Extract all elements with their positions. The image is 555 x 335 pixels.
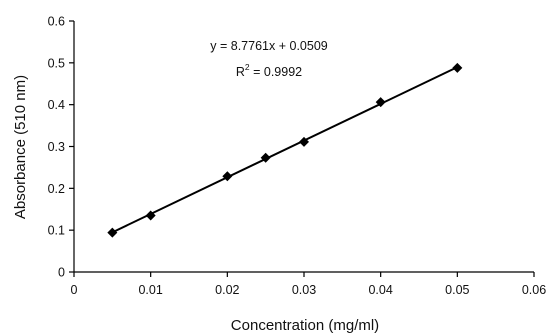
x-tick-label: 0.04	[368, 283, 392, 297]
trendline-group	[111, 66, 458, 234]
y-tick-label: 0.4	[48, 98, 65, 112]
x-axis-title: Concentration (mg/ml)	[231, 317, 379, 334]
data-point	[260, 152, 271, 163]
y-tick-label: 0.1	[48, 224, 65, 238]
r-squared-label: R2 = 0.9992	[236, 62, 302, 79]
x-tick-label: 0.02	[215, 283, 239, 297]
data-point	[452, 62, 463, 73]
x-tick-label: 0.06	[522, 283, 546, 297]
y-tick-label: 0	[58, 266, 65, 280]
y-tick-label: 0.3	[48, 140, 65, 154]
y-axis-title: Absorbance (510 nm)	[12, 75, 29, 219]
r-squared-prefix: R	[236, 65, 245, 79]
equation-label: y = 8.7761x + 0.0509	[210, 39, 328, 53]
data-point	[299, 136, 309, 147]
r-squared-superscript: 2	[245, 62, 250, 72]
r-squared-value: = 0.9992	[250, 65, 303, 79]
x-tick-label: 0	[71, 283, 78, 297]
data-point	[375, 97, 386, 108]
y-tick-label: 0.5	[48, 56, 65, 70]
trendline	[111, 66, 458, 234]
y-ticks: 0 0.1 0.2 0.3 0.4 0.5 0.6	[48, 15, 74, 280]
x-ticks: 0 0.01 0.02 0.03 0.04 0.05 0.06	[71, 272, 546, 297]
x-tick-label: 0.03	[292, 283, 316, 297]
data-point	[222, 171, 233, 182]
x-tick-label: 0.05	[445, 283, 469, 297]
data-points	[107, 62, 463, 238]
data-point	[107, 227, 118, 238]
x-tick-label: 0.01	[138, 283, 162, 297]
y-tick-label: 0.6	[48, 15, 65, 29]
y-tick-label: 0.2	[48, 182, 65, 196]
data-point	[145, 210, 156, 221]
